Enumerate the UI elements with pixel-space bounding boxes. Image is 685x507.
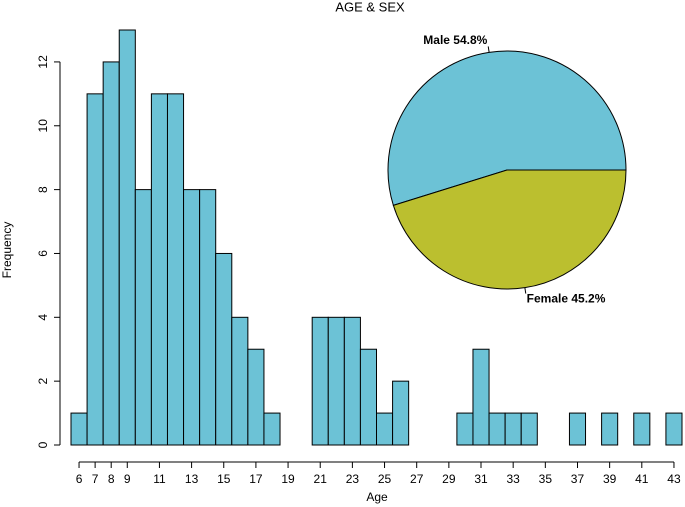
- bar: [247, 348, 265, 446]
- x-tick-label: 11: [153, 472, 166, 486]
- bar: [633, 412, 651, 446]
- bar: [601, 412, 619, 446]
- y-tick-label: 6: [36, 250, 50, 257]
- bar: [376, 412, 394, 446]
- bar: [215, 252, 233, 446]
- pie-slice: [387, 50, 627, 206]
- bar: [311, 316, 329, 446]
- bar: [183, 189, 201, 446]
- x-tick-label: 29: [442, 472, 456, 486]
- y-tick-label: 10: [36, 119, 50, 133]
- bar: [118, 29, 136, 446]
- x-tick-label: 15: [217, 472, 231, 486]
- bar: [70, 412, 88, 446]
- pie-label-line: [487, 46, 490, 53]
- bar: [568, 412, 587, 446]
- bar: [488, 412, 506, 446]
- bar: [472, 348, 490, 446]
- y-tick-label: 2: [36, 377, 50, 384]
- bar: [392, 380, 410, 446]
- x-tick-label: 41: [635, 472, 649, 486]
- x-tick-label: 43: [667, 472, 681, 486]
- chart-title: AGE & SEX: [335, 0, 405, 14]
- y-axis-label: Frequency: [0, 222, 14, 279]
- bar: [504, 412, 522, 446]
- x-tick-label: 27: [410, 472, 424, 486]
- x-tick-label: 8: [108, 472, 115, 486]
- x-tick-label: 39: [603, 472, 617, 486]
- bar: [199, 189, 217, 446]
- y-tick-label: 12: [36, 55, 50, 69]
- y-tick-label: 0: [36, 441, 50, 448]
- x-axis-label: Age: [366, 490, 388, 504]
- bar: [231, 316, 249, 446]
- x-tick-label: 7: [92, 472, 99, 486]
- bar: [86, 93, 104, 446]
- bar: [327, 316, 345, 446]
- x-tick-label: 25: [378, 472, 392, 486]
- x-tick-label: 21: [314, 472, 328, 486]
- x-tick-label: 35: [539, 472, 553, 486]
- bar: [102, 61, 120, 446]
- x-tick-label: 33: [506, 472, 520, 486]
- bar: [456, 412, 474, 446]
- x-tick-label: 13: [185, 472, 199, 486]
- pie-label: Male 54.8%: [423, 33, 487, 47]
- bar: [134, 189, 152, 446]
- x-tick-label: 9: [124, 472, 131, 486]
- bar: [520, 412, 538, 446]
- x-tick-label: 37: [571, 472, 585, 486]
- bar: [166, 93, 185, 446]
- x-tick-label: 19: [281, 472, 295, 486]
- bar: [665, 412, 683, 446]
- bar: [359, 348, 377, 446]
- x-tick-label: 23: [346, 472, 360, 486]
- pie-label-line: [524, 287, 527, 294]
- y-tick-label: 4: [36, 314, 50, 321]
- bar: [150, 93, 168, 446]
- y-tick-label: 8: [36, 186, 50, 193]
- x-tick-label: 31: [474, 472, 488, 486]
- x-tick-label: 6: [76, 472, 83, 486]
- bar: [263, 412, 281, 446]
- x-tick-label: 17: [249, 472, 263, 486]
- pie-label: Female 45.2%: [527, 292, 606, 306]
- bar: [343, 316, 361, 446]
